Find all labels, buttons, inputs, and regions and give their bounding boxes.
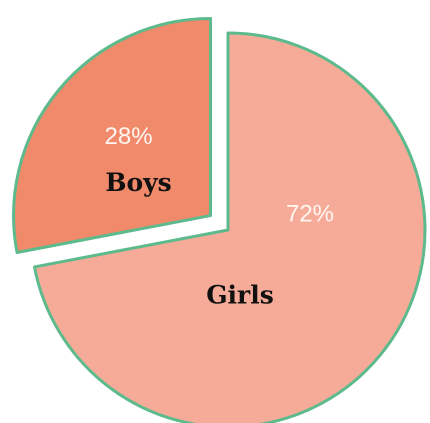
slice-category-label: Girls [206, 281, 274, 310]
slice-percent-label: 28% [105, 123, 153, 150]
pie-slice [32, 31, 427, 423]
slice-category-label: Boys [105, 168, 171, 197]
slice-percent-label: 72% [286, 200, 334, 227]
pie-slice [12, 17, 213, 254]
